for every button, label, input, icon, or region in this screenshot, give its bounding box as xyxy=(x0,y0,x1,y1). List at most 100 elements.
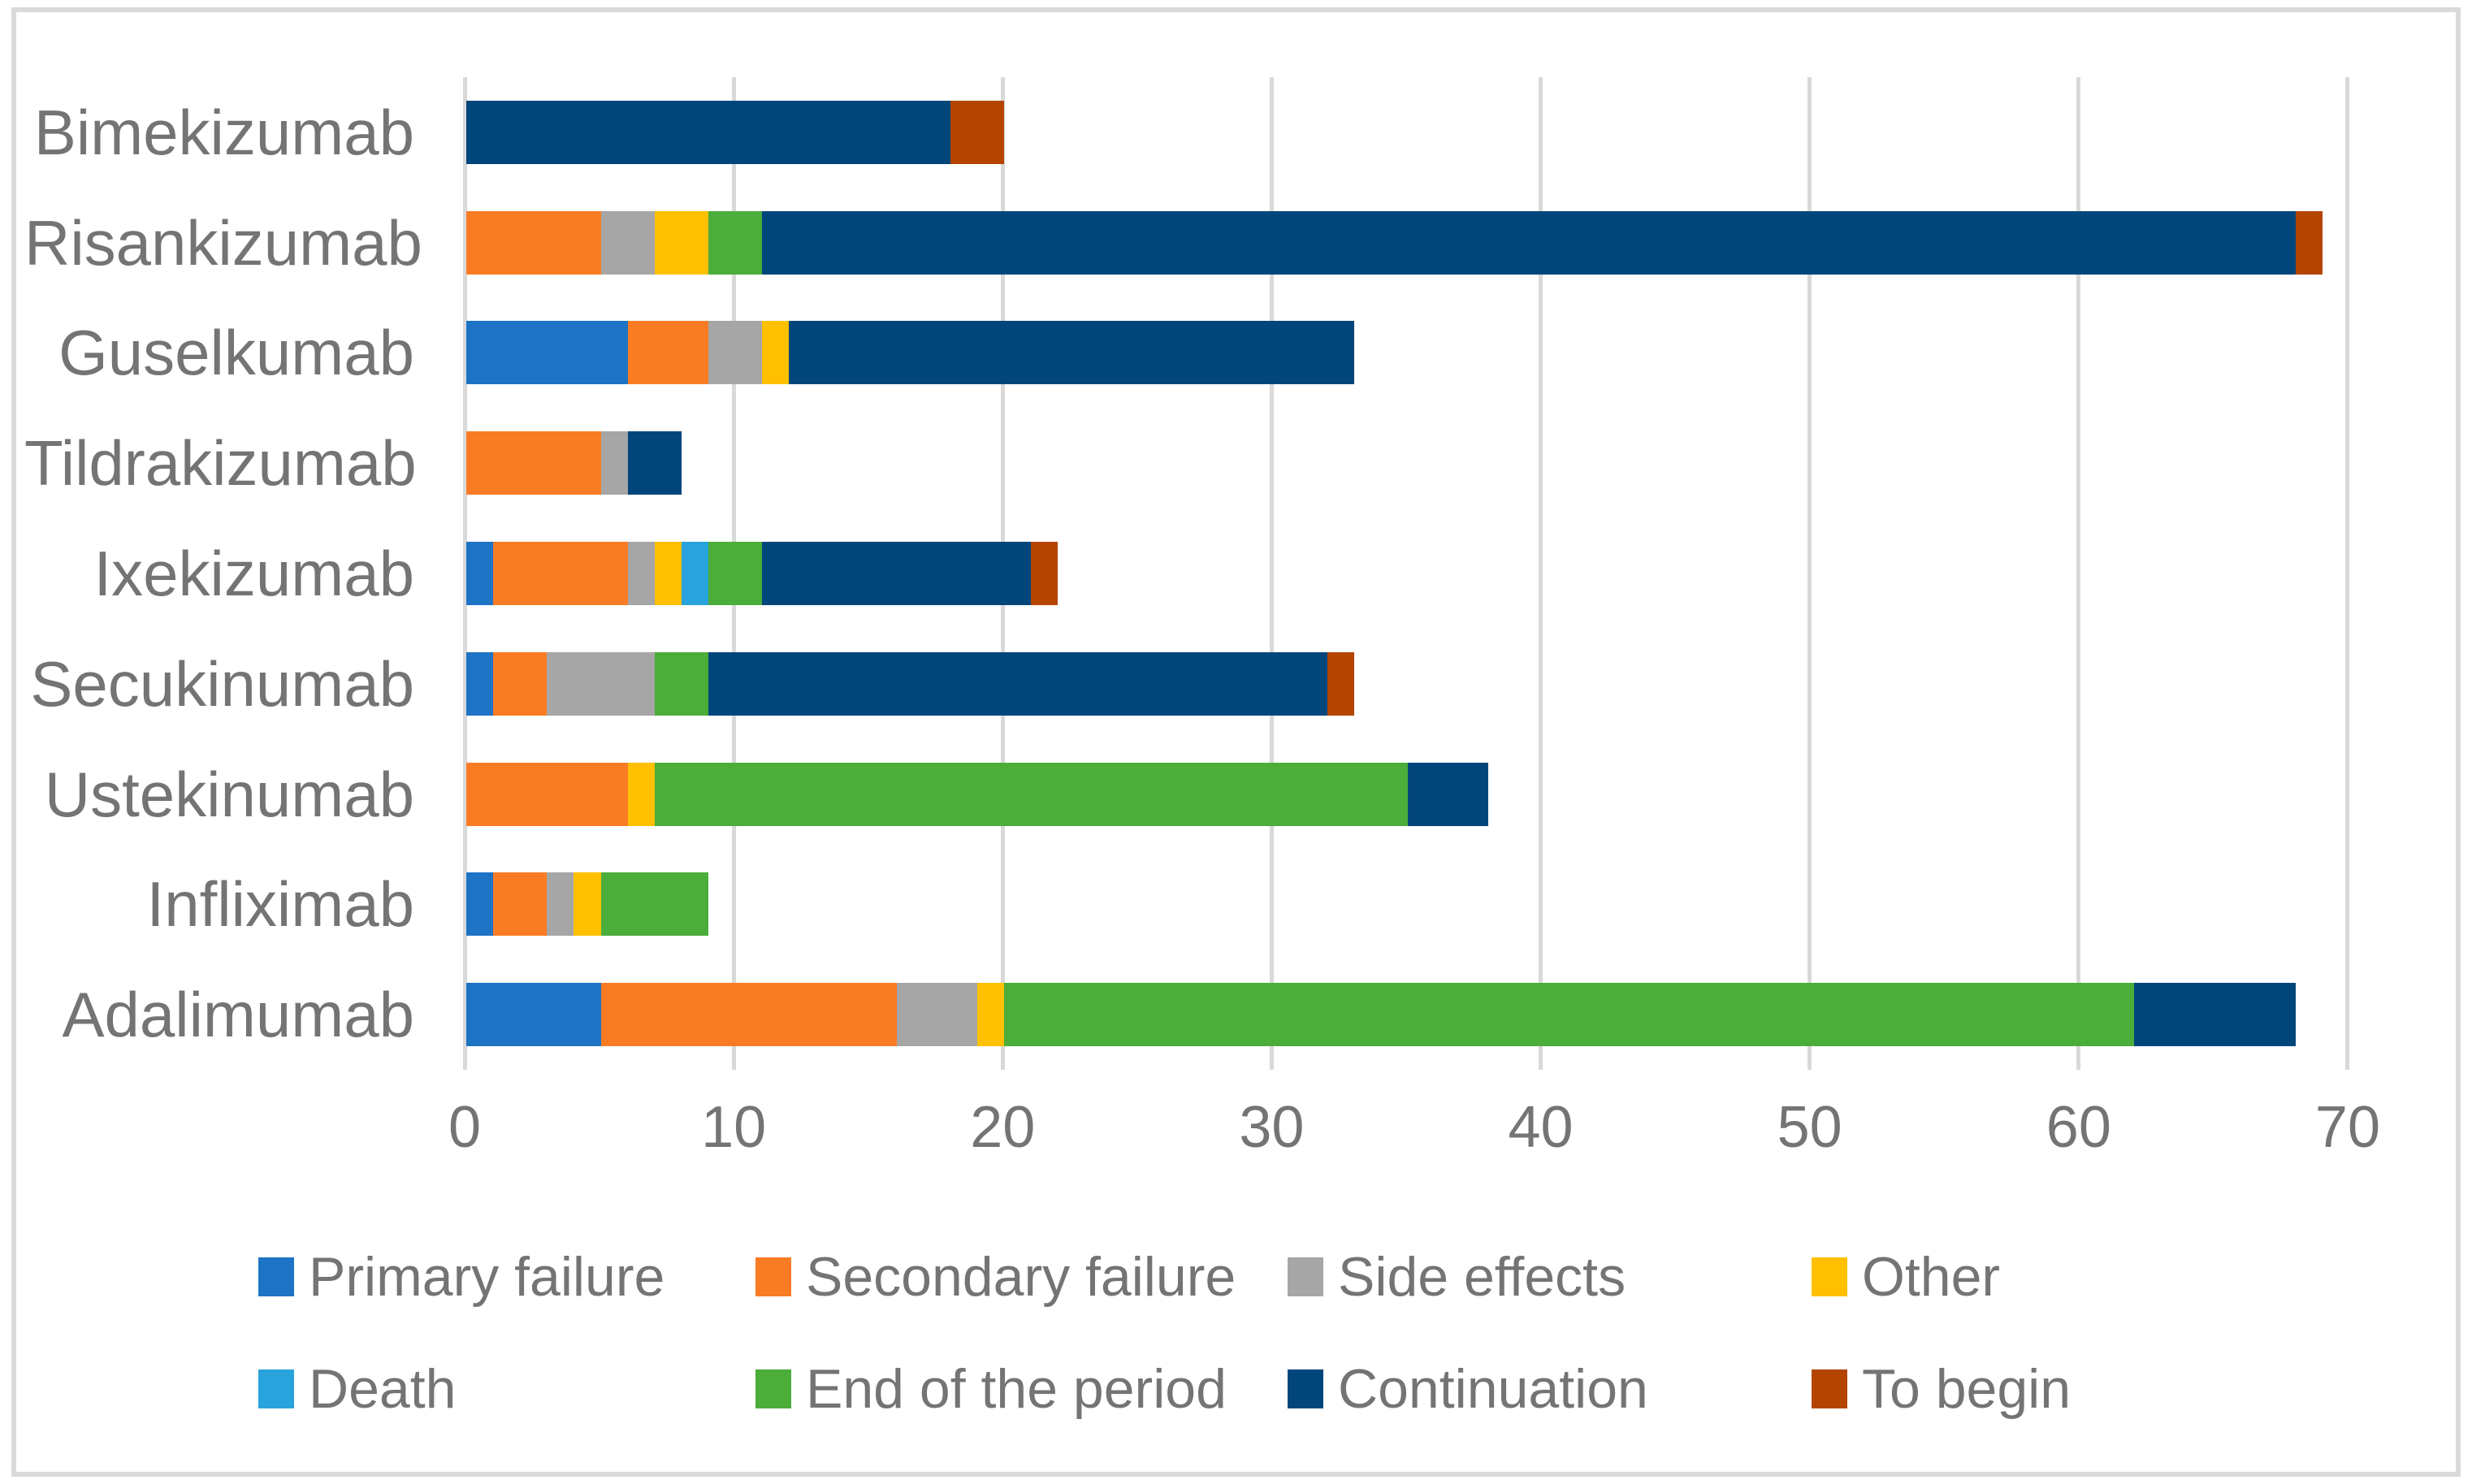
x-tick-label: 50 xyxy=(1777,1095,1842,1160)
legend-swatch-icon xyxy=(258,1369,294,1408)
bar-segment-side-effects xyxy=(896,983,978,1047)
legend-label: Other xyxy=(1862,1246,2001,1308)
bar-segment-end-of-the-period xyxy=(708,210,763,275)
legend-item-primary-failure: Primary failure xyxy=(258,1249,665,1304)
x-tick-label: 60 xyxy=(2046,1095,2111,1160)
legend-label: To begin xyxy=(1862,1358,2072,1420)
bar-segment-side-effects xyxy=(547,872,574,937)
bar-segment-to-begin xyxy=(950,100,1005,164)
bar-segment-primary-failure xyxy=(466,321,628,385)
legend-item-side-effects: Side effects xyxy=(1288,1249,1626,1304)
legend-label: Continuation xyxy=(1338,1358,1648,1420)
bar-row-tildrakizumab xyxy=(466,431,682,495)
bar-segment-other xyxy=(574,872,601,937)
bar-segment-continuation xyxy=(466,100,951,164)
legend-item-other: Other xyxy=(1812,1249,2000,1304)
bar-segment-primary-failure xyxy=(466,983,601,1047)
bar-segment-to-begin xyxy=(1327,651,1354,716)
bar-row-guselkumab xyxy=(466,321,1354,385)
legend-swatch-icon xyxy=(1288,1369,1323,1408)
bar-segment-secondary-failure xyxy=(493,651,548,716)
bar-segment-secondary-failure xyxy=(627,321,708,385)
bar-segment-side-effects xyxy=(600,210,655,275)
bar-segment-other xyxy=(627,762,655,826)
bar-row-ustekinumab xyxy=(466,762,1489,826)
bar-segment-continuation xyxy=(1407,762,1489,826)
bar-row-adalimumab xyxy=(466,983,2296,1047)
bar-row-infliximab xyxy=(466,872,708,937)
legend-swatch-icon xyxy=(755,1369,791,1408)
legend-swatch-icon xyxy=(1812,1257,1847,1296)
gridline xyxy=(1807,77,1812,1070)
category-label: Guselkumab xyxy=(58,317,414,389)
bar-segment-continuation xyxy=(762,210,2296,275)
category-label: Tildrakizumab xyxy=(24,427,417,500)
legend-label: Death xyxy=(309,1358,457,1420)
bar-row-secukinumab xyxy=(466,651,1354,716)
legend-swatch-icon xyxy=(1812,1369,1847,1408)
gridline xyxy=(1539,77,1543,1070)
legend-label: Side effects xyxy=(1338,1246,1626,1308)
bar-segment-side-effects xyxy=(547,651,655,716)
legend-label: Secondary failure xyxy=(806,1246,1236,1308)
category-label: Infliximab xyxy=(146,868,414,941)
bar-segment-primary-failure xyxy=(466,651,494,716)
legend-item-secondary-failure: Secondary failure xyxy=(755,1249,1236,1304)
bar-segment-side-effects xyxy=(600,431,628,495)
bar-segment-continuation xyxy=(627,431,682,495)
bar-segment-secondary-failure xyxy=(466,762,628,826)
gridline xyxy=(1269,77,1274,1070)
x-tick-label: 10 xyxy=(701,1095,767,1160)
bar-segment-secondary-failure xyxy=(493,542,628,605)
x-tick-label: 20 xyxy=(970,1095,1036,1160)
category-label: Bimekizumab xyxy=(33,96,414,168)
bar-segment-other xyxy=(654,542,682,605)
category-label: Ixekizumab xyxy=(93,538,415,609)
legend-item-continuation: Continuation xyxy=(1288,1361,1648,1417)
legend-swatch-icon xyxy=(1288,1257,1323,1296)
legend-label: End of the period xyxy=(806,1358,1227,1420)
x-tick-label: 40 xyxy=(1508,1095,1574,1160)
category-label: Adalimumab xyxy=(62,979,414,1051)
bar-segment-end-of-the-period xyxy=(600,872,708,937)
bar-segment-end-of-the-period xyxy=(708,542,763,605)
bar-segment-side-effects xyxy=(708,321,763,385)
bar-segment-death xyxy=(681,542,708,605)
bar-segment-continuation xyxy=(2134,983,2296,1047)
bar-row-ixekizumab xyxy=(466,542,1059,605)
legend-item-to-begin: To begin xyxy=(1812,1361,2071,1417)
legend-label: Primary failure xyxy=(309,1246,665,1308)
legend-item-death: Death xyxy=(258,1361,456,1417)
bar-row-risankizumab xyxy=(466,210,2323,275)
bar-segment-other xyxy=(762,321,790,385)
bar-row-bimekizumab xyxy=(466,100,1005,164)
x-tick-label: 0 xyxy=(448,1095,482,1160)
plot-area xyxy=(462,77,2350,1070)
bar-segment-to-begin xyxy=(2295,210,2323,275)
bar-segment-end-of-the-period xyxy=(1004,983,2135,1047)
bar-segment-other xyxy=(977,983,1005,1047)
bar-segment-secondary-failure xyxy=(600,983,897,1047)
gridline xyxy=(2076,77,2081,1070)
gridline xyxy=(462,77,467,1070)
bar-segment-secondary-failure xyxy=(466,431,601,495)
bar-segment-side-effects xyxy=(627,542,655,605)
legend-item-end-of-the-period: End of the period xyxy=(755,1361,1227,1417)
legend-swatch-icon xyxy=(755,1257,791,1296)
bar-segment-to-begin xyxy=(1031,542,1059,605)
bar-segment-other xyxy=(654,210,708,275)
bar-segment-end-of-the-period xyxy=(654,762,1408,826)
bar-segment-continuation xyxy=(762,542,1032,605)
gridline xyxy=(2345,77,2350,1070)
x-tick-label: 70 xyxy=(2314,1095,2381,1160)
x-tick-label: 30 xyxy=(1239,1095,1305,1160)
category-label: Risankizumab xyxy=(24,206,422,279)
legend-swatch-icon xyxy=(258,1257,294,1296)
category-label: Ustekinumab xyxy=(44,758,414,830)
bar-segment-end-of-the-period xyxy=(654,651,708,716)
bar-segment-secondary-failure xyxy=(466,210,601,275)
bar-segment-primary-failure xyxy=(466,542,494,605)
bar-segment-continuation xyxy=(708,651,1327,716)
